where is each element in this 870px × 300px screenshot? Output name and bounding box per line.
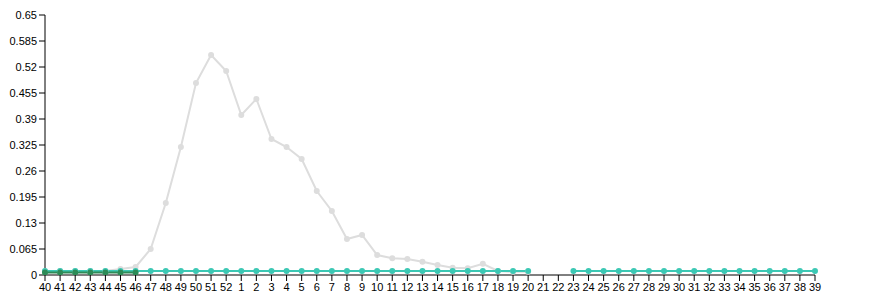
- svg-text:39: 39: [809, 281, 821, 293]
- svg-text:21: 21: [537, 281, 549, 293]
- svg-text:1: 1: [238, 281, 244, 293]
- svg-text:7: 7: [329, 281, 335, 293]
- svg-text:0.26: 0.26: [16, 165, 37, 177]
- svg-text:27: 27: [628, 281, 640, 293]
- svg-text:22: 22: [552, 281, 564, 293]
- svg-text:41: 41: [54, 281, 66, 293]
- svg-text:42: 42: [69, 281, 81, 293]
- svg-text:0.455: 0.455: [9, 87, 37, 99]
- svg-text:31: 31: [688, 281, 700, 293]
- svg-text:40: 40: [39, 281, 51, 293]
- svg-text:4: 4: [284, 281, 290, 293]
- svg-text:35: 35: [748, 281, 760, 293]
- svg-text:29: 29: [658, 281, 670, 293]
- svg-text:50: 50: [190, 281, 202, 293]
- svg-text:6: 6: [314, 281, 320, 293]
- svg-text:23: 23: [567, 281, 579, 293]
- svg-text:46: 46: [129, 281, 141, 293]
- svg-text:47: 47: [145, 281, 157, 293]
- svg-text:25: 25: [598, 281, 610, 293]
- svg-text:5: 5: [299, 281, 305, 293]
- svg-text:48: 48: [160, 281, 172, 293]
- svg-text:12: 12: [401, 281, 413, 293]
- svg-text:8: 8: [344, 281, 350, 293]
- svg-text:2: 2: [253, 281, 259, 293]
- svg-text:0.065: 0.065: [9, 243, 37, 255]
- svg-text:34: 34: [733, 281, 745, 293]
- svg-text:0.325: 0.325: [9, 139, 37, 151]
- svg-text:15: 15: [447, 281, 459, 293]
- svg-text:0.39: 0.39: [16, 113, 37, 125]
- svg-text:9: 9: [359, 281, 365, 293]
- svg-text:30: 30: [673, 281, 685, 293]
- svg-text:45: 45: [114, 281, 126, 293]
- svg-text:44: 44: [99, 281, 111, 293]
- svg-text:24: 24: [582, 281, 594, 293]
- svg-text:33: 33: [718, 281, 730, 293]
- svg-text:37: 37: [779, 281, 791, 293]
- svg-text:32: 32: [703, 281, 715, 293]
- svg-text:52: 52: [220, 281, 232, 293]
- svg-text:0.13: 0.13: [16, 217, 37, 229]
- svg-text:51: 51: [205, 281, 217, 293]
- svg-text:0: 0: [31, 269, 37, 281]
- svg-text:18: 18: [492, 281, 504, 293]
- svg-text:3: 3: [268, 281, 274, 293]
- svg-text:17: 17: [477, 281, 489, 293]
- svg-text:10: 10: [371, 281, 383, 293]
- svg-text:38: 38: [794, 281, 806, 293]
- svg-text:19: 19: [507, 281, 519, 293]
- svg-text:0.585: 0.585: [9, 35, 37, 47]
- svg-text:0.195: 0.195: [9, 191, 37, 203]
- svg-text:43: 43: [84, 281, 96, 293]
- svg-text:20: 20: [522, 281, 534, 293]
- svg-text:11: 11: [387, 281, 398, 293]
- svg-text:26: 26: [613, 281, 625, 293]
- svg-text:49: 49: [175, 281, 187, 293]
- svg-text:0.52: 0.52: [16, 61, 37, 73]
- svg-text:36: 36: [764, 281, 776, 293]
- svg-text:16: 16: [462, 281, 474, 293]
- svg-text:14: 14: [431, 281, 443, 293]
- svg-text:13: 13: [416, 281, 428, 293]
- svg-text:28: 28: [643, 281, 655, 293]
- svg-text:0.65: 0.65: [16, 9, 37, 21]
